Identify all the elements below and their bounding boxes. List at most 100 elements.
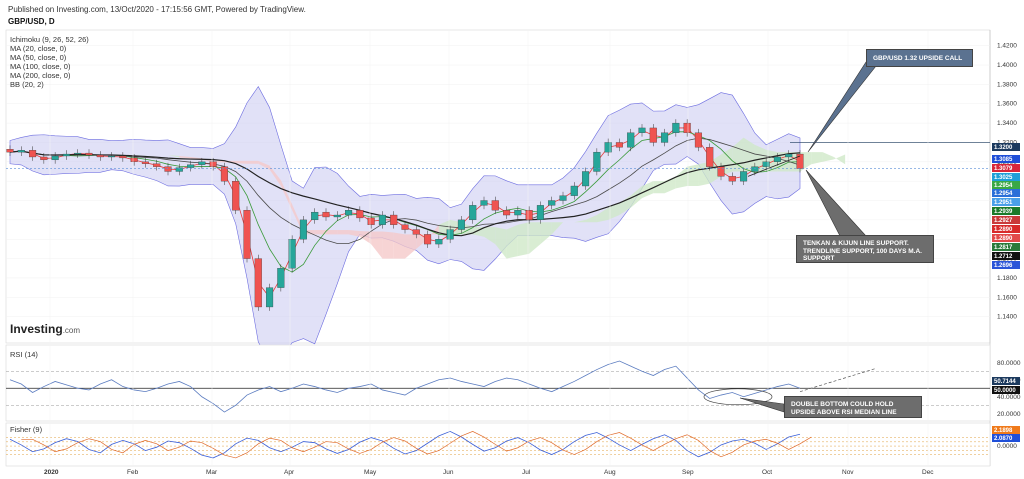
ichimoku-cloud-segment [675, 166, 688, 189]
candle-body [119, 155, 127, 159]
rsi-tick-label: 80.0000 [997, 360, 1021, 367]
ichimoku-cloud-segment [484, 227, 496, 245]
fisher-tag-bg [992, 434, 1020, 442]
rsi-tag: 50.7144 [992, 377, 1020, 385]
annotation-arrows [739, 61, 877, 413]
ichimoku-cloud-segment [337, 230, 349, 235]
rsi-label[interactable]: RSI (14) [10, 350, 38, 359]
price-tag-bg [992, 173, 1020, 181]
candle-body [457, 219, 465, 230]
price-tag: 1.2817 [992, 243, 1020, 251]
candle-body [220, 166, 228, 182]
ichimoku-cloud-segment [574, 219, 586, 223]
price-candle [266, 283, 274, 311]
price-candle [141, 157, 149, 168]
ichimoku-cloud-segment [235, 160, 247, 164]
price-candle [593, 148, 601, 176]
ichimoku-cloud-segment [495, 227, 507, 259]
price-tag-label: 1.2712 [994, 254, 1013, 260]
candle-body [17, 150, 25, 153]
candle-body [85, 152, 93, 156]
fisher-pane[interactable]: 0.0000 2.1898 2.0870 [5, 422, 1020, 467]
price-candle [85, 149, 93, 159]
price-tag-label: 1.2890 [994, 236, 1013, 242]
candle-body [209, 161, 217, 167]
indicator-ma100[interactable]: MA (100, close, 0) [10, 62, 71, 71]
price-tag-label: 1.2954 [994, 183, 1013, 189]
time-tick-label: Sep [682, 469, 694, 476]
rsi-tag-bg [992, 377, 1020, 385]
ichimoku-cloud-segment [359, 231, 372, 245]
price-candle [96, 151, 104, 161]
price-tag: 1.2954 [992, 189, 1020, 197]
candle-body [29, 150, 37, 158]
ichimoku-cloud-segment [269, 165, 281, 186]
price-tick-label: 1.3600 [997, 101, 1017, 108]
candle-body [187, 164, 195, 168]
upside-call-annotation: GBP/USD 1.32 UPSIDE CALL [866, 49, 973, 67]
ichimoku-cloud-segment [506, 224, 518, 259]
price-candle [525, 206, 533, 224]
candle-body [525, 210, 533, 221]
fisher-label[interactable]: Fisher (9) [10, 425, 43, 434]
time-axis[interactable]: 2020 Feb Mar Apr May Jun Jul Aug Sep Oct Nov Dec [44, 30, 934, 476]
ichimoku-cloud-segment [247, 160, 259, 164]
price-tick-label: 1.3200 [997, 139, 1017, 146]
price-tag-label: 1.3025 [994, 175, 1013, 181]
price-candle [6, 145, 14, 156]
fisher-tag-label: 2.0870 [994, 436, 1013, 442]
time-tick-label: Feb [127, 469, 139, 476]
candle-body [333, 214, 341, 218]
ichimoku-cloud-segment [833, 154, 846, 165]
indicator-bb[interactable]: BB (20, 2) [10, 80, 44, 89]
time-tick-label: Dec [922, 469, 934, 476]
indicator-ma50[interactable]: MA (50, close, 0) [10, 53, 67, 62]
candle-body [751, 166, 759, 172]
candle-body [164, 166, 172, 172]
candle-body [277, 268, 285, 288]
price-candle [62, 150, 70, 160]
ichimoku-cloud-segment [540, 222, 552, 245]
price-candle [661, 128, 669, 147]
price-candle [717, 162, 725, 181]
price-tag: 1.2890 [992, 225, 1020, 233]
candle-body [356, 210, 364, 219]
price-pane[interactable]: 1.4200 1.4000 1.3800 1.3600 1.3400 1.3200 1.30… [5, 29, 1020, 466]
price-tag-bg [992, 243, 1020, 251]
candle-body [243, 210, 251, 259]
indicator-ma20[interactable]: MA (20, close, 0) [10, 44, 67, 53]
price-tag-bg [992, 155, 1020, 163]
time-tick-label: Jul [522, 469, 531, 476]
price-candle [785, 150, 793, 161]
candle-body [175, 167, 183, 172]
candle-body [390, 214, 398, 225]
price-candle [582, 167, 590, 190]
price-tag: 1.3200 [992, 143, 1020, 151]
candle-body [299, 219, 307, 240]
price-candle [469, 201, 477, 224]
candle-body [491, 200, 499, 211]
indicator-ichimoku[interactable]: Ichimoku (9, 26, 52, 26) [10, 35, 89, 44]
rsi-tick-label: 20.0000 [997, 411, 1021, 418]
ichimoku-cloud-segment [371, 231, 383, 259]
price-tick-label: 1.1600 [997, 294, 1017, 301]
indicator-ma200[interactable]: MA (200, close, 0) [10, 71, 71, 80]
candle-body [40, 156, 48, 161]
price-candle [457, 216, 465, 234]
ichimoku-cloud-segment [551, 222, 563, 235]
ichimoku-cloud-segment [382, 231, 394, 259]
fisher-trigger-line [21, 431, 812, 459]
price-tag-bg [992, 252, 1020, 260]
price-tag: 1.3079 [992, 164, 1020, 172]
candle-body [232, 181, 240, 211]
candle-body [717, 166, 725, 177]
price-candle [446, 225, 454, 244]
price-tick-label: 1.3800 [997, 81, 1017, 88]
price-tag-label: 1.2927 [994, 218, 1013, 224]
candle-body [51, 155, 59, 161]
candle-body [559, 195, 567, 201]
price-candle [694, 128, 702, 152]
ichimoku-cloud-segment [280, 180, 293, 211]
candle-body [762, 161, 770, 167]
candle-body [728, 176, 736, 182]
